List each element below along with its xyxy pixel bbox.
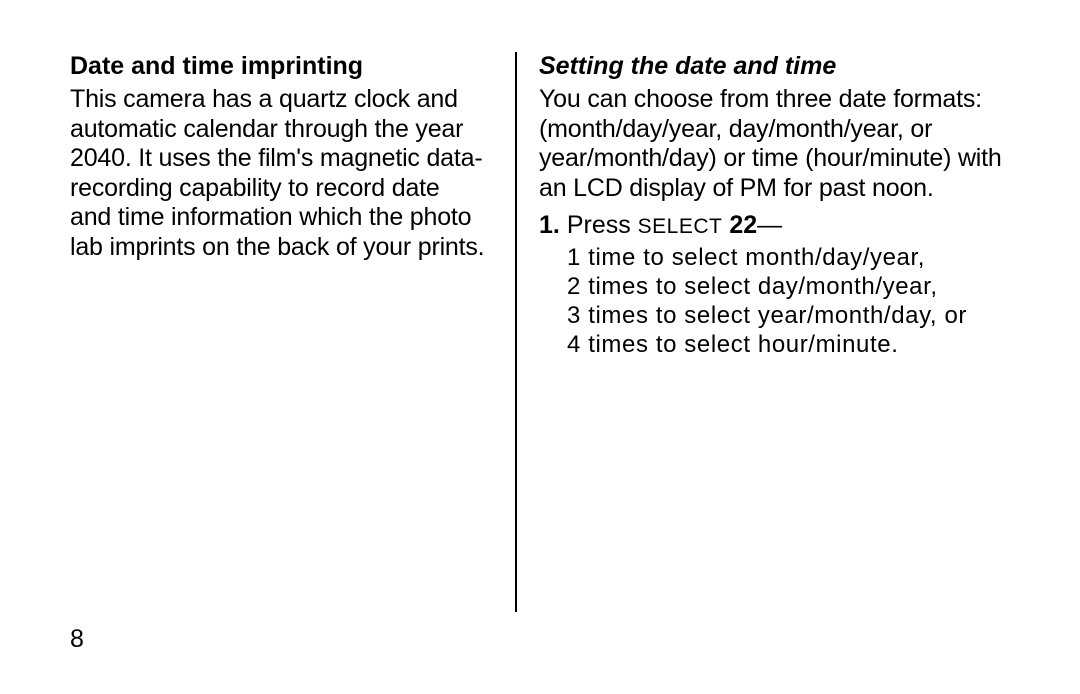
right-heading: Setting the date and time [539,52,1020,81]
step-dash: — [757,211,782,239]
left-body: This camera has a quartz clock and autom… [70,85,487,262]
step-1: 1. Press SELECT 22— [539,211,1020,241]
left-heading: Date and time imprinting [70,52,487,81]
two-column-layout: Date and time imprinting This camera has… [70,52,1020,612]
sub-item-2: 2 times to select day/month/year, [567,272,1020,301]
step-press: Press [567,211,638,239]
sub-item-4: 4 times to select hour/minute. [567,330,1020,359]
right-column: Setting the date and time You can choose… [517,52,1020,612]
left-column: Date and time imprinting This camera has… [70,52,515,612]
page-number: 8 [70,625,84,654]
sub-item-3: 3 times to select year/month/day, or [567,301,1020,330]
step-ref: 22 [722,211,757,239]
step-sub-list: 1 time to select month/day/year, 2 times… [567,243,1020,360]
step-select-label: SELECT [638,215,723,238]
sub-item-1: 1 time to select month/day/year, [567,243,1020,272]
right-body: You can choose from three date formats: … [539,85,1020,203]
step-number: 1. [539,211,560,239]
manual-page: Date and time imprinting This camera has… [0,0,1080,694]
